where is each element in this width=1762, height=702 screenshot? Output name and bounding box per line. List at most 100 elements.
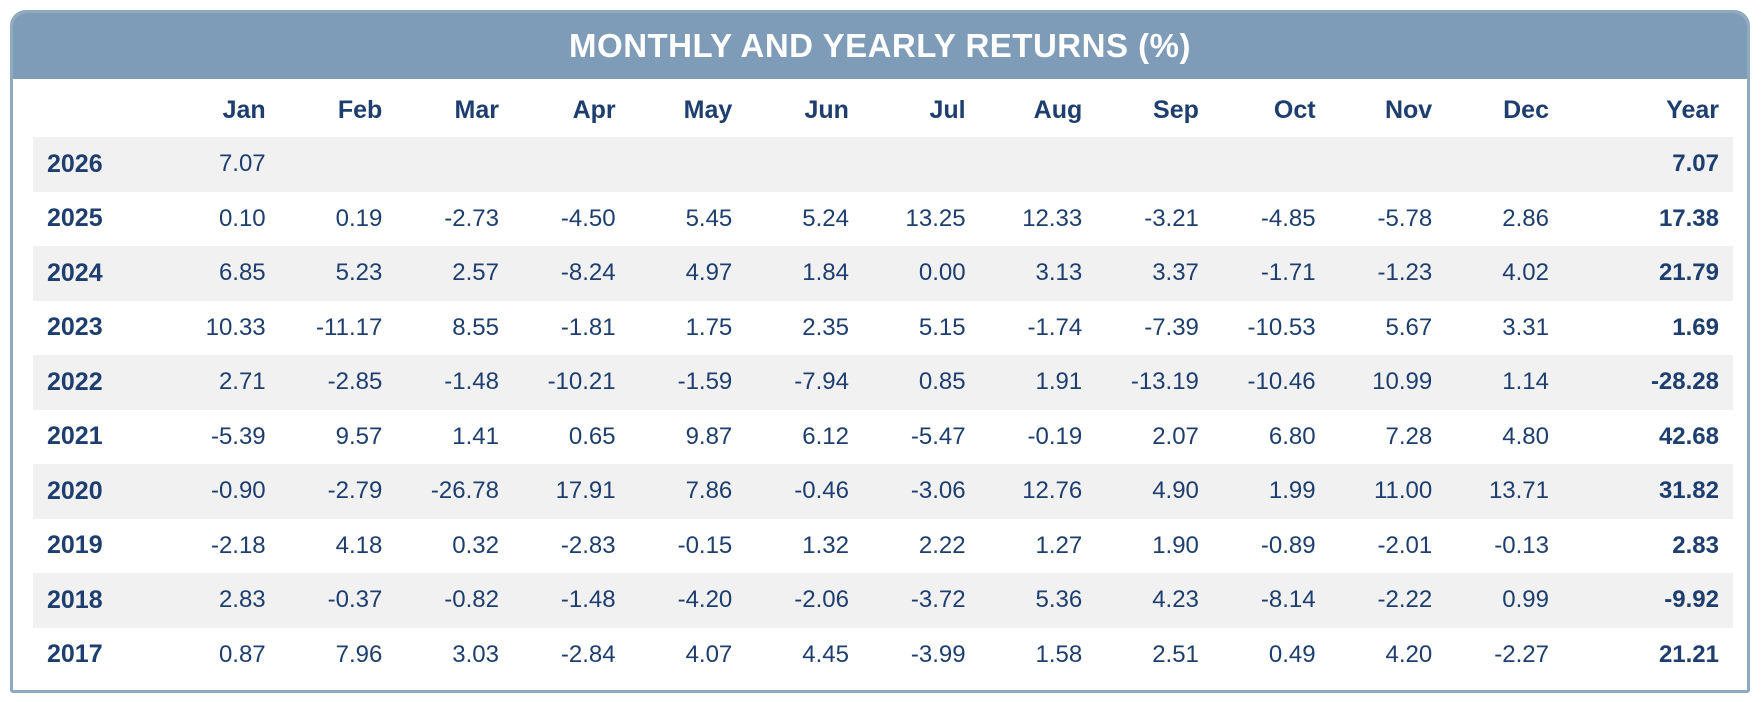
year-label-2017: 2017	[47, 640, 103, 669]
cell-2021-feb: 9.57	[335, 422, 383, 450]
cell-2024-mar: 2.57	[396, 246, 513, 301]
cell-2025-dec: 2.86	[1502, 204, 1549, 232]
cell-2019-dec: -0.13	[1494, 531, 1549, 559]
table-row-2018: 2018 2.83 -0.37 -0.82 -1.48 -4.20 -2.06 -3.72 5.…	[33, 573, 1733, 628]
column-header-aug: Aug	[1033, 95, 1083, 124]
cell-2020-jun: -0.46	[746, 464, 863, 519]
cell-2024-jul: 0.00	[862, 246, 980, 301]
cell-2025-feb: 0.19	[335, 204, 383, 232]
cell-2022-year-total: -28.28	[1563, 355, 1733, 410]
table-row-2020: 2020 -0.90 -2.79 -26.78 17.91 7.86 -0.46 -3.06 1…	[33, 464, 1733, 519]
cell-2018-may: -4.20	[629, 573, 747, 628]
table-row-2024: 2024 6.85 5.23 2.57 -8.24 4.97 1.84 0.00 3.13 3.3…	[33, 246, 1733, 301]
cell-2025-year-total: 17.38	[1658, 204, 1719, 232]
table-title: MONTHLY AND YEARLY RETURNS (%)	[569, 27, 1191, 64]
cell-2019-apr: -2.83	[560, 531, 616, 559]
cell-2017-year-total: 21.21	[1658, 640, 1719, 668]
cell-2017-mar: 3.03	[452, 640, 499, 668]
cell-2024-apr: -8.24	[512, 246, 630, 301]
cell-2019-year-total: 2.83	[1672, 531, 1719, 559]
cell-2018-jun: -2.06	[746, 573, 863, 628]
cell-2025-nov: -5.78	[1377, 204, 1433, 232]
cell-2018-mar: -0.82	[396, 573, 513, 628]
returns-table-card: MONTHLY AND YEARLY RETURNS (%) Jan Feb Mar…	[10, 10, 1750, 693]
cell-2025-may: 5.45	[685, 204, 733, 232]
corner-cell	[33, 83, 163, 137]
year-label-2022: 2022	[33, 355, 163, 410]
cell-2018-nov: -2.22	[1329, 573, 1447, 628]
cell-2024-aug: 3.13	[979, 246, 1097, 301]
table-row-2021: 2021 -5.39 9.57 1.41 0.65 9.87 6.12 -5.47 -0.19 2…	[33, 410, 1733, 465]
cell-2018-dec: 0.99	[1446, 573, 1563, 628]
cell-2021-sep: 2.07	[1152, 422, 1199, 450]
cell-2024-may: 4.97	[629, 246, 747, 301]
cell-2019-aug: 1.27	[1035, 531, 1083, 559]
cell-2022-jan: 2.71	[163, 355, 280, 410]
table-row-2022: 2022 2.71 -2.85 -1.48 -10.21 -1.59 -7.94 0.85 1.…	[33, 355, 1733, 410]
cell-2023-aug: -1.74	[1027, 313, 1083, 341]
column-header-dec: Dec	[1503, 95, 1549, 124]
cell-2022-dec: 1.14	[1446, 355, 1563, 410]
cell-2017-feb: 7.96	[335, 640, 383, 668]
cell-2023-sep: -7.39	[1144, 313, 1199, 341]
column-header-mar: Mar	[454, 95, 499, 124]
cell-2026-mar	[396, 137, 513, 192]
cell-2026-sep	[1096, 137, 1213, 192]
cell-2021-year-total: 42.68	[1658, 422, 1719, 450]
cell-2023-may: 1.75	[685, 313, 733, 341]
cell-2026-dec	[1446, 137, 1563, 192]
cell-2024-feb: 5.23	[279, 246, 397, 301]
cell-2026-aug	[979, 137, 1097, 192]
table-row-2025: 2025 0.10 0.19 -2.73 -4.50 5.45 5.24 13.25 12.33…	[33, 192, 1733, 247]
cell-2020-oct: 1.99	[1212, 464, 1330, 519]
cell-2025-jun: 5.24	[802, 204, 849, 232]
cell-2025-oct: -4.85	[1260, 204, 1316, 232]
column-header-nov: Nov	[1384, 95, 1433, 124]
cell-2022-may: -1.59	[629, 355, 747, 410]
cell-2019-may: -0.15	[677, 531, 733, 559]
cell-2017-nov: 4.20	[1385, 640, 1433, 668]
cell-2023-oct: -10.53	[1247, 313, 1316, 341]
cell-2018-jan: 2.83	[163, 573, 280, 628]
cell-2022-apr: -10.21	[512, 355, 630, 410]
year-label-2026: 2026	[33, 137, 163, 192]
year-label-2023: 2023	[47, 313, 103, 342]
cell-2023-dec: 3.31	[1502, 313, 1549, 341]
cell-2020-jan: -0.90	[163, 464, 280, 519]
table-row-2019: 2019 -2.18 4.18 0.32 -2.83 -0.15 1.32 2.22 1.27 1…	[33, 519, 1733, 574]
column-header-jan: Jan	[222, 95, 266, 124]
cell-2017-oct: 0.49	[1268, 640, 1316, 668]
cell-2024-nov: -1.23	[1329, 246, 1447, 301]
cell-2021-oct: 6.80	[1268, 422, 1316, 450]
cell-2021-dec: 4.80	[1502, 422, 1549, 450]
cell-2020-aug: 12.76	[979, 464, 1097, 519]
cell-2022-feb: -2.85	[279, 355, 397, 410]
year-label-2021: 2021	[47, 422, 103, 451]
returns-table: Jan Feb Mar Apr May Jun Jul Aug Sep Oct Nov Dec Year…	[33, 83, 1733, 682]
cell-2020-mar: -26.78	[396, 464, 513, 519]
cell-2026-may	[629, 137, 747, 192]
column-header-jul: Jul	[929, 95, 966, 124]
cell-2025-apr: -4.50	[560, 204, 616, 232]
cell-2021-nov: 7.28	[1385, 422, 1433, 450]
cell-2022-mar: -1.48	[396, 355, 513, 410]
cell-2022-nov: 10.99	[1329, 355, 1447, 410]
cell-2022-sep: -13.19	[1096, 355, 1213, 410]
cell-2025-sep: -3.21	[1144, 204, 1199, 232]
column-header-sep: Sep	[1153, 95, 1199, 124]
cell-2020-year-total: 31.82	[1563, 464, 1733, 519]
cell-2020-feb: -2.79	[279, 464, 397, 519]
returns-table-body: 2026 7.07 7.07 2025 0.10 0.19 -2.73 -4.50 5.45 5.…	[33, 137, 1733, 682]
cell-2026-apr	[512, 137, 630, 192]
cell-2018-aug: 5.36	[979, 573, 1097, 628]
cell-2023-jan: 10.33	[205, 313, 266, 341]
table-row-2023: 2023 10.33 -11.17 8.55 -1.81 1.75 2.35 5.15 -1.7…	[33, 301, 1733, 356]
cell-2024-sep: 3.37	[1096, 246, 1213, 301]
cell-2025-mar: -2.73	[444, 204, 499, 232]
cell-2023-jun: 2.35	[802, 313, 849, 341]
cell-2025-jan: 0.10	[218, 204, 266, 232]
column-header-feb: Feb	[337, 95, 383, 124]
cell-2017-dec: -2.27	[1494, 640, 1549, 668]
cell-2018-jul: -3.72	[862, 573, 980, 628]
cell-2023-nov: 5.67	[1385, 313, 1433, 341]
